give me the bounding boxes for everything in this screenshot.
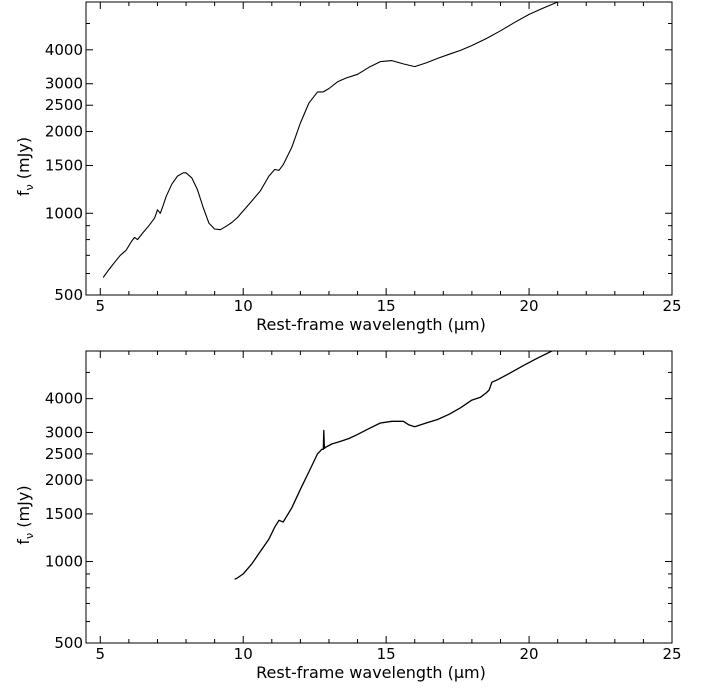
y-tick-label: 1500 bbox=[45, 505, 83, 523]
y-tick-label: 1500 bbox=[45, 156, 83, 174]
x-tick-label: 15 bbox=[377, 645, 396, 663]
y-tick-label: 500 bbox=[54, 634, 83, 652]
y-tick-label: 3000 bbox=[45, 423, 83, 441]
spectrum-line bbox=[102, 2, 560, 278]
y-tick-label: 2000 bbox=[45, 471, 83, 489]
bottom-panel: 5 10 15 20 25 500 1000 1500 2000 2500 3000 4000 Rest… bbox=[14, 350, 682, 682]
x-tick-label: 25 bbox=[662, 297, 681, 315]
y-tick-label: 4000 bbox=[45, 390, 83, 408]
y-tick-label: 3000 bbox=[45, 75, 83, 93]
y-tick-label: 2000 bbox=[45, 123, 83, 141]
y-axis-label-symbol: f bbox=[14, 190, 33, 196]
y-tick-label: 1000 bbox=[45, 553, 83, 571]
y-axis-label-subscript: ν bbox=[23, 184, 36, 190]
y-tick-label: 2500 bbox=[45, 445, 83, 463]
x-axis-label: Rest-frame wavelength (μm) bbox=[256, 315, 486, 334]
plot-frame bbox=[85, 350, 673, 644]
y-tick-label: 2500 bbox=[45, 96, 83, 114]
x-tick-label: 5 bbox=[96, 645, 106, 663]
y-axis-label-unit: (mJy) bbox=[14, 485, 33, 532]
top-panel: 5 10 15 20 25 500 1000 1500 2000 2500 3000 4000 Rest… bbox=[14, 1, 682, 334]
spectrum-line bbox=[234, 351, 554, 580]
y-axis-label-symbol: f bbox=[14, 539, 33, 545]
y-tick-label: 500 bbox=[54, 286, 83, 304]
x-tick-label: 20 bbox=[520, 645, 539, 663]
x-tick-label: 5 bbox=[96, 297, 106, 315]
x-tick-label: 10 bbox=[234, 297, 253, 315]
y-axis-label: fν (mJy) bbox=[14, 137, 36, 196]
plot-frame bbox=[85, 1, 673, 296]
y-tick-label: 1000 bbox=[45, 204, 83, 222]
y-axis-label: fν (mJy) bbox=[14, 485, 36, 544]
x-tick-label: 10 bbox=[234, 645, 253, 663]
x-axis-label: Rest-frame wavelength (μm) bbox=[256, 663, 486, 682]
x-tick-label: 15 bbox=[377, 297, 396, 315]
y-axis-label-subscript: ν bbox=[23, 533, 36, 539]
y-tick-label: 4000 bbox=[45, 41, 83, 59]
y-axis-label-unit: (mJy) bbox=[14, 137, 33, 184]
x-tick-label: 25 bbox=[662, 645, 681, 663]
x-tick-label: 20 bbox=[520, 297, 539, 315]
